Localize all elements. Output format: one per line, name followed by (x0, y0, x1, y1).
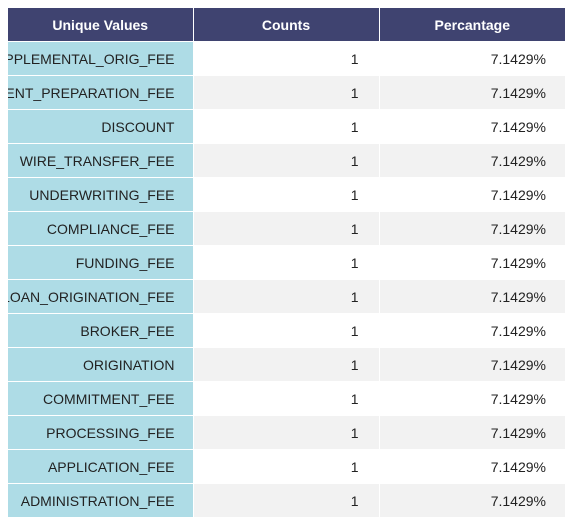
table-row[interactable]: DISCOUNT 1 7.1429% (8, 109, 565, 144)
unique-value-text: COMPLIANCE_FEE (46, 220, 175, 237)
count-cell: 1 (193, 41, 380, 76)
table-row[interactable]: COMPLIANCE_FEE 1 7.1429% (8, 211, 565, 246)
unique-value-cell: COMMITMENT_FEE (8, 381, 194, 416)
table-row[interactable]: SUPPLEMENTAL_ORIG_FEE 17.1429% (8, 41, 565, 76)
table-body: SUPPLEMENTAL_ORIG_FEE17.1429%DOCUMENT_PR… (8, 41, 565, 518)
count-cell: 1 (193, 483, 380, 518)
percentage-cell: 7.1429% (379, 347, 565, 382)
unique-value-cell: WIRE_TRANSFER_FEE (8, 143, 194, 178)
percentage-cell: 7.1429% (379, 211, 565, 246)
percentage-cell: 7.1429% (379, 313, 565, 348)
unique-value-text: COMMITMENT_FEE (43, 390, 175, 407)
count-cell: 1 (193, 279, 380, 314)
table-row[interactable]: BROKER_FEE 1 7.1429% (8, 313, 565, 348)
unique-value-text: DISCOUNT (101, 118, 175, 135)
percentage-cell: 7.1429% (379, 177, 565, 212)
table-row[interactable]: DOCUMENT_PREPARATION_FEE 17.1429% (8, 75, 565, 110)
value-counts-table: Unique Values Counts Percantage SUPPLEME… (8, 8, 565, 518)
value-counts-table-container: Unique Values Counts Percantage SUPPLEME… (8, 8, 565, 518)
percentage-cell: 7.1429% (379, 143, 565, 178)
unique-value-cell: PROCESSING_FEE (8, 415, 194, 450)
table-row[interactable]: UNDERWRITING_FEE 1 7.1429% (8, 177, 565, 212)
table-row[interactable]: LOAN_ORIGINATION_FEE 1 7.1429% (8, 279, 565, 314)
percentage-cell: 7.1429% (379, 415, 565, 450)
count-cell: 1 (193, 313, 380, 348)
count-cell: 1 (193, 245, 380, 280)
unique-value-cell: DISCOUNT (8, 109, 194, 144)
unique-value-text: ORIGINATION (82, 356, 175, 373)
unique-value-cell: SUPPLEMENTAL_ORIG_FEE (8, 41, 194, 76)
unique-value-text: BROKER_FEE (80, 322, 175, 339)
header-row: Unique Values Counts Percantage (8, 8, 565, 42)
count-cell: 1 (193, 381, 380, 416)
table-row[interactable]: ADMINISTRATION_FEE 1 7.1429% (8, 483, 565, 518)
percentage-cell: 7.1429% (379, 41, 565, 76)
count-cell: 1 (193, 143, 380, 178)
percentage-cell: 7.1429% (379, 449, 565, 484)
unique-value-cell: COMPLIANCE_FEE (8, 211, 194, 246)
percentage-cell: 7.1429% (379, 381, 565, 416)
count-cell: 1 (193, 75, 380, 110)
percentage-cell: 7.1429% (379, 75, 565, 110)
unique-value-cell: FUNDING_FEE (8, 245, 194, 280)
percentage-cell: 7.1429% (379, 483, 565, 518)
count-cell: 1 (193, 177, 380, 212)
unique-value-text: ADMINISTRATION_FEE (20, 492, 175, 509)
unique-value-cell: LOAN_ORIGINATION_FEE (8, 279, 194, 314)
unique-value-text: WIRE_TRANSFER_FEE (19, 152, 175, 169)
table-row[interactable]: PROCESSING_FEE 1 7.1429% (8, 415, 565, 450)
count-cell: 1 (193, 449, 380, 484)
unique-value-text: DOCUMENT_PREPARATION_FEE (8, 84, 175, 101)
count-cell: 1 (193, 109, 380, 144)
unique-value-cell: BROKER_FEE (8, 313, 194, 348)
unique-value-text: FUNDING_FEE (75, 254, 175, 271)
header-percentage[interactable]: Percantage (379, 8, 565, 42)
unique-value-cell: ORIGINATION (8, 347, 194, 382)
percentage-cell: 7.1429% (379, 279, 565, 314)
table-header: Unique Values Counts Percantage (8, 8, 565, 42)
unique-value-text: LOAN_ORIGINATION_FEE (8, 288, 175, 305)
header-counts[interactable]: Counts (193, 8, 380, 42)
percentage-cell: 7.1429% (379, 245, 565, 280)
unique-value-cell: UNDERWRITING_FEE (8, 177, 194, 212)
count-cell: 1 (193, 347, 380, 382)
count-cell: 1 (193, 211, 380, 246)
percentage-cell: 7.1429% (379, 109, 565, 144)
table-row[interactable]: WIRE_TRANSFER_FEE 1 7.1429% (8, 143, 565, 178)
table-row[interactable]: FUNDING_FEE 1 7.1429% (8, 245, 565, 280)
count-cell: 1 (193, 415, 380, 450)
unique-value-text: SUPPLEMENTAL_ORIG_FEE (8, 50, 175, 67)
unique-value-text: UNDERWRITING_FEE (29, 186, 175, 203)
unique-value-cell: ADMINISTRATION_FEE (8, 483, 194, 518)
unique-value-text: APPLICATION_FEE (47, 458, 175, 475)
table-row[interactable]: ORIGINATION 1 7.1429% (8, 347, 565, 382)
table-row[interactable]: APPLICATION_FEE 1 7.1429% (8, 449, 565, 484)
unique-value-cell: APPLICATION_FEE (8, 449, 194, 484)
header-unique-values[interactable]: Unique Values (8, 8, 194, 42)
table-row[interactable]: COMMITMENT_FEE 1 7.1429% (8, 381, 565, 416)
unique-value-cell: DOCUMENT_PREPARATION_FEE (8, 75, 194, 110)
unique-value-text: PROCESSING_FEE (46, 424, 175, 441)
